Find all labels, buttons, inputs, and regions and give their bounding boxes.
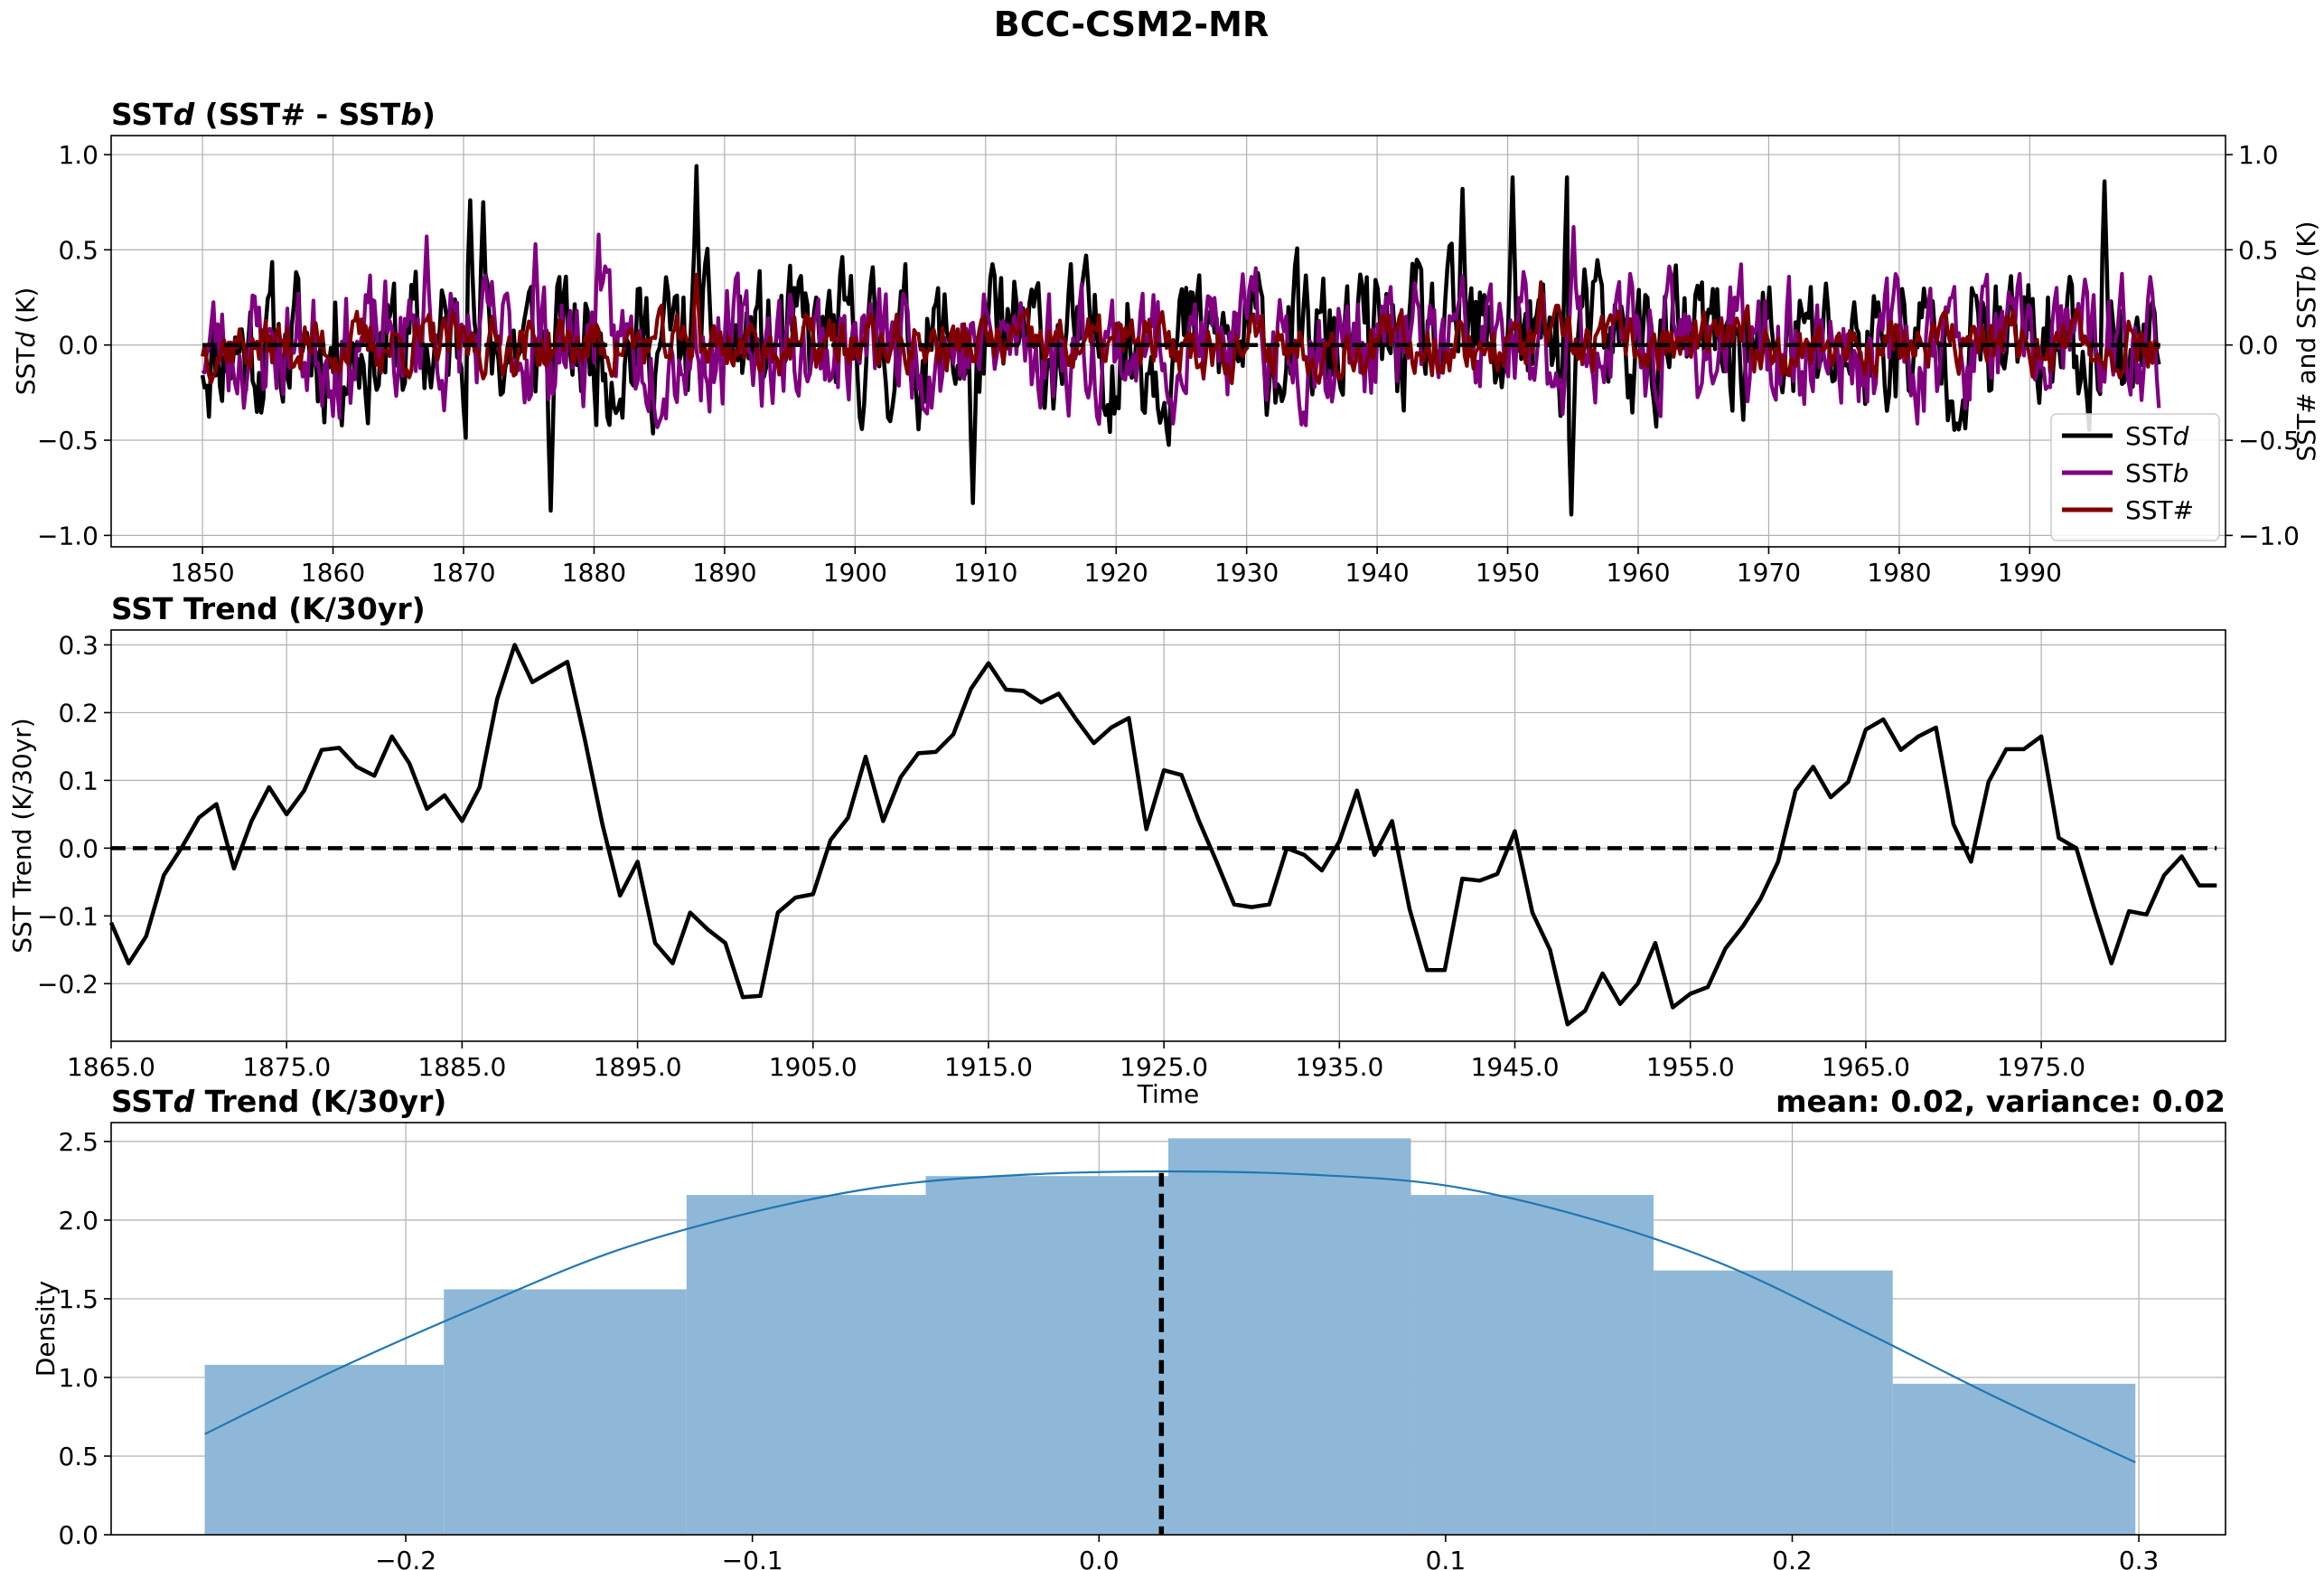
x-tick-label: 1870 <box>431 558 495 588</box>
histogram-bar <box>925 1176 1168 1535</box>
y-tick-label: 0.1 <box>58 766 98 795</box>
x-tick-label: 1930 <box>1214 558 1279 588</box>
y-tick-label: 1.0 <box>58 140 98 170</box>
series-line-sstd <box>200 164 2161 517</box>
x-tick-label: 1915.0 <box>944 1052 1033 1082</box>
histogram-bar <box>204 1365 445 1535</box>
y-tick-label: 0.5 <box>58 235 98 265</box>
kde-curve <box>204 1170 2136 1463</box>
y-tick-label: 0.0 <box>58 331 98 361</box>
x-tick-label: 1890 <box>692 558 756 588</box>
histogram-bar <box>1892 1383 2136 1535</box>
histogram-bar <box>1410 1195 1654 1535</box>
x-tick-label: −0.2 <box>375 1546 436 1570</box>
panel2-grid <box>110 630 2226 1041</box>
legend-label: SSTd <box>2125 421 2189 451</box>
legend-label: SST# <box>2125 495 2194 525</box>
x-tick-label: 0.3 <box>2119 1546 2160 1570</box>
y-axis-label: SST Trend (K/30yr) <box>7 718 37 953</box>
y-tick-label: 1.5 <box>58 1284 98 1314</box>
sstd-timeseries-panel: 1850 1860 1870 1880 1890 1900 1910 1920 1930 1940… <box>11 97 2321 588</box>
x-tick-label: 1895.0 <box>594 1052 682 1082</box>
stats-annotation: mean: 0.02, variance: 0.02 <box>1776 1084 2226 1119</box>
y-tick-label: 0.0 <box>58 1520 98 1550</box>
panel1-title: SSTd (SST# - SSTb) <box>111 97 436 132</box>
sst-trend-panel: 1865.0 1875.0 1885.0 1895.0 1905.0 1915.0 1925… <box>7 591 2226 1109</box>
y-tick-label: 0.5 <box>58 1442 98 1471</box>
x-tick-label: 1945.0 <box>1471 1052 1560 1082</box>
x-tick-label: 0.1 <box>1426 1546 1467 1570</box>
y-tick-label: −0.2 <box>37 969 98 999</box>
y-tick-label: −1.0 <box>37 521 98 550</box>
panel2-title: SST Trend (K/30yr) <box>111 591 426 626</box>
x-tick-label: 1885.0 <box>417 1052 506 1082</box>
histogram-bars <box>204 1138 2136 1535</box>
x-tick-label: 1850 <box>170 558 234 588</box>
x-tick-label: 1980 <box>1867 558 1931 588</box>
y-tick-label: 0.3 <box>58 630 98 660</box>
y-right-tick-label: 1.0 <box>2238 140 2279 170</box>
x-tick-label: 0.0 <box>1079 1546 1120 1570</box>
y-tick-label: −0.1 <box>37 901 98 931</box>
figure-title: BCC-CSM2-MR <box>994 5 1269 44</box>
y-tick-label: 0.2 <box>58 698 98 728</box>
x-tick-label: 1905.0 <box>769 1052 857 1082</box>
x-tick-label: 1875.0 <box>242 1052 331 1082</box>
y-axis-label-right: SST# and SSTb (K) <box>2291 221 2321 461</box>
legend: SSTd SSTb SST# <box>2050 413 2220 541</box>
y-tick-label: 2.5 <box>58 1127 98 1157</box>
panel3-title: SSTd Trend (K/30yr) <box>111 1084 446 1119</box>
y-tick-label: 0.0 <box>58 833 98 863</box>
y-tick-label: 2.0 <box>58 1206 98 1236</box>
sstd-trend-histogram-panel: −0.2 −0.1 0.0 0.1 0.2 0.3 0.0 0.5 1.0 1.5 2.0 2.5 SS… <box>31 1084 2226 1570</box>
sst-trend-line <box>108 643 2217 1027</box>
x-tick-label: 1965.0 <box>1822 1052 1910 1082</box>
x-tick-label: 1990 <box>1998 558 2062 588</box>
y-right-tick-label: −1.0 <box>2238 521 2300 550</box>
x-tick-label: 1925.0 <box>1120 1052 1208 1082</box>
y-tick-label: 1.0 <box>58 1363 98 1393</box>
x-tick-label: 1975.0 <box>1997 1052 2085 1082</box>
legend-label: SSTb <box>2125 458 2188 488</box>
panel3-frame <box>110 1122 2226 1536</box>
x-tick-label: 1960 <box>1606 558 1670 588</box>
x-tick-label: 1940 <box>1345 558 1409 588</box>
y-tick-label: −0.5 <box>37 426 98 456</box>
x-tick-label: 1950 <box>1476 558 1540 588</box>
x-tick-label: 0.2 <box>1772 1546 1813 1570</box>
y-right-tick-label: −0.5 <box>2238 426 2300 456</box>
x-tick-label: 1900 <box>823 558 887 588</box>
x-tick-label: 1920 <box>1084 558 1148 588</box>
x-tick-label: −0.1 <box>722 1546 783 1570</box>
x-tick-label: 1880 <box>562 558 626 588</box>
y-right-tick-label: 0.5 <box>2238 235 2279 265</box>
x-tick-label: 1910 <box>953 558 1017 588</box>
histogram-bar <box>686 1195 926 1535</box>
y-axis-label: Density <box>31 1281 61 1377</box>
y-axis-label-left: SSTd (K) <box>11 287 41 396</box>
histogram-bar <box>1654 1270 1893 1535</box>
x-axis-label: Time <box>1137 1079 1200 1109</box>
x-tick-label: 1935.0 <box>1295 1052 1383 1082</box>
x-tick-label: 1865.0 <box>67 1052 155 1082</box>
panel2-frame <box>110 629 2226 1042</box>
x-tick-label: 1860 <box>301 558 365 588</box>
histogram-bar <box>444 1289 687 1535</box>
series-line-ssthash <box>201 272 2160 385</box>
x-tick-label: 1955.0 <box>1646 1052 1735 1082</box>
histogram-bar <box>1168 1138 1411 1535</box>
series-line-sstb <box>201 225 2161 429</box>
y-right-tick-label: 0.0 <box>2238 331 2279 361</box>
x-tick-label: 1970 <box>1737 558 1801 588</box>
panel1-frame <box>110 135 2226 548</box>
